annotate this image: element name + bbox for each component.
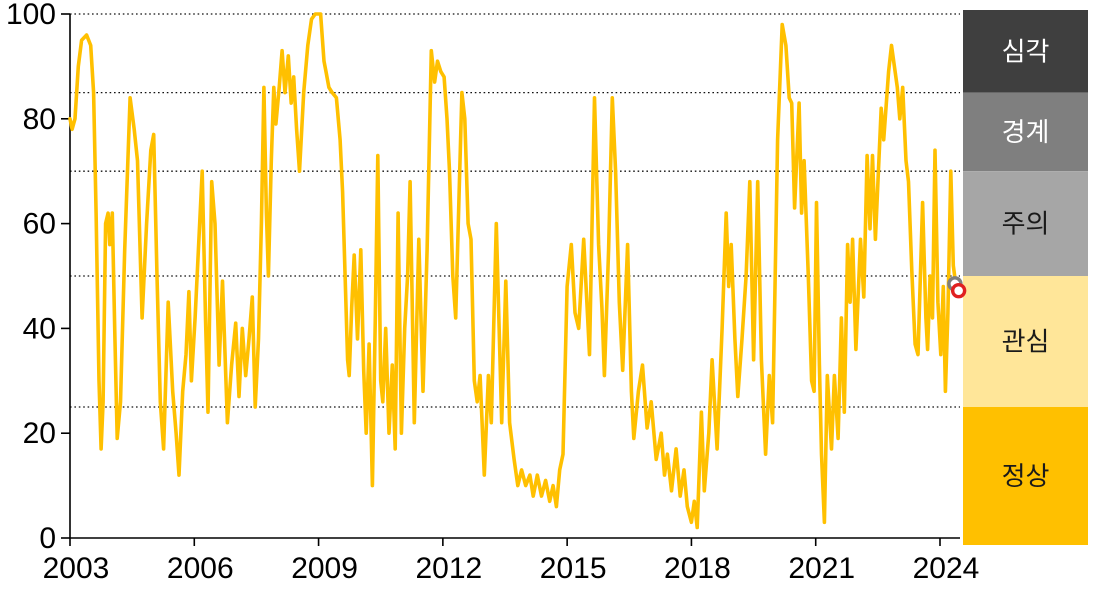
risk-zone-band [963,10,1088,93]
y-axis-tick-label: 60 [23,208,56,241]
risk-zone-label: 주의 [1002,209,1050,239]
risk-zone-label: 심각 [1002,36,1050,66]
y-axis-tick-label: 40 [23,312,56,345]
risk-zone-band [963,171,1088,276]
x-axis-tick-label: 2015 [540,552,607,585]
x-axis-tick-label: 2006 [167,552,234,585]
y-axis-tick-label: 0 [39,522,56,555]
risk-zone-label: 정상 [1002,461,1050,491]
x-axis-tick-label: 2024 [913,552,980,585]
x-axis-tick-label: 2003 [43,552,110,585]
risk-zone-band [963,92,1088,172]
y-axis-tick-label: 20 [23,417,56,450]
y-axis-tick-label: 100 [6,0,56,31]
x-axis-tick-label: 2012 [415,552,482,585]
x-axis-tick-label: 2021 [788,552,855,585]
index-line [68,12,961,530]
x-axis-tick-label: 2009 [291,552,358,585]
risk-zone-label: 관심 [1002,327,1050,357]
risk-zone-band [963,276,1088,407]
risk-zone-label: 경계 [1002,117,1050,147]
risk-zone-band [963,407,1088,545]
y-axis-tick-label: 80 [23,103,56,136]
x-axis-tick-label: 2018 [664,552,731,585]
end-marker [950,282,967,299]
